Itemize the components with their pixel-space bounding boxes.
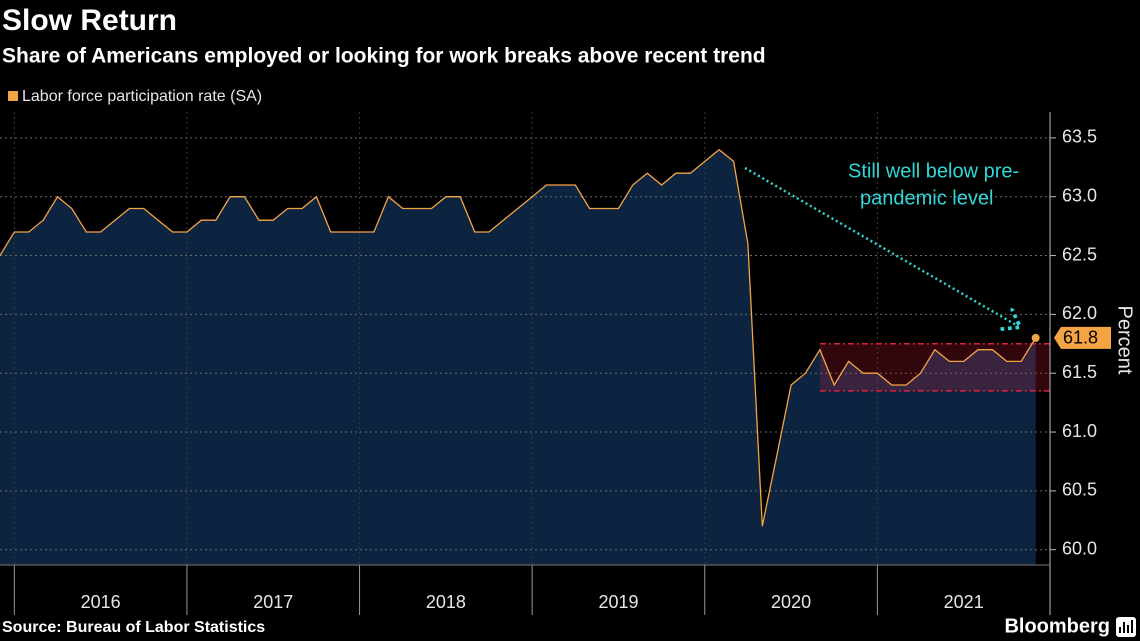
y-tick-label: 63.5 <box>1062 127 1097 147</box>
y-tick-label: 62.0 <box>1062 303 1097 323</box>
value-label: 61.8 <box>1063 328 1098 348</box>
last-point <box>1031 333 1040 342</box>
y-axis-label: Percent <box>1114 306 1136 375</box>
value-tag <box>1054 326 1111 349</box>
annotation: Still well below pre- <box>848 160 1019 182</box>
x-tick-label: 2017 <box>253 592 293 612</box>
x-tick-label: 2021 <box>944 592 984 612</box>
area <box>0 149 1036 565</box>
y-tick-label: 62.5 <box>1062 244 1097 264</box>
x-tick-label: 2020 <box>771 592 811 612</box>
chart-title: Slow Return <box>2 4 177 37</box>
brand-icon-bars <box>1119 620 1133 633</box>
line <box>0 148 1037 527</box>
y-tick-label: 61.0 <box>1062 421 1097 441</box>
y-tick-label: 61.5 <box>1062 362 1097 382</box>
source: Source: Bureau of Labor Statistics <box>2 619 265 636</box>
legend-swatch <box>8 91 18 101</box>
x-tick-label: 2018 <box>426 592 466 612</box>
y-tick-label: 60.0 <box>1062 538 1097 558</box>
x-tick-label: 2016 <box>81 592 121 612</box>
chart-subtitle: Share of Americans employed or looking f… <box>2 45 766 68</box>
brand: Bloomberg <box>1004 615 1110 637</box>
y-tick-label: 60.5 <box>1062 480 1097 500</box>
highlight-band <box>819 343 1050 391</box>
legend-label: Labor force participation rate (SA) <box>22 88 262 105</box>
y-tick-label: 63.0 <box>1062 185 1097 205</box>
annotation: pandemic level <box>860 187 993 209</box>
x-tick-label: 2019 <box>598 592 638 612</box>
